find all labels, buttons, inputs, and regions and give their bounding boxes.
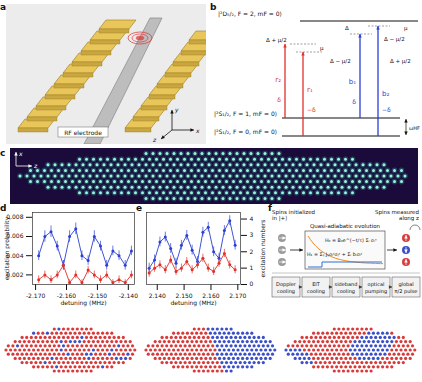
svg-text:b₁: b₁	[349, 78, 356, 86]
svg-text:excitation probability: excitation probability	[3, 216, 11, 280]
svg-text:Δ − μ/2: Δ − μ/2	[384, 36, 405, 43]
svg-text:−δ: −δ	[382, 106, 391, 113]
svg-text:2: 2	[250, 248, 254, 255]
svg-text:sideband: sideband	[335, 281, 358, 287]
svg-text:|²S₁/₂, F = 0, mF = 0⟩: |²S₁/₂, F = 0, mF = 0⟩	[214, 128, 277, 136]
svg-text:z: z	[152, 136, 157, 143]
svg-text:d: d	[0, 203, 6, 213]
svg-text:e: e	[136, 203, 142, 213]
svg-text:2.160: 2.160	[202, 291, 220, 299]
svg-text:4: 4	[250, 215, 254, 222]
svg-text:Δ + μ/2: Δ + μ/2	[390, 58, 411, 65]
svg-text:c: c	[0, 148, 5, 158]
svg-text:-2.160: -2.160	[56, 291, 77, 299]
svg-text:H₁ = Σᵢⱼ Jᵢⱼσᵢᶻσⱼᶻ + Σᵢ bᵢσᵢᶻ: H₁ = Σᵢⱼ Jᵢⱼσᵢᶻσⱼᶻ + Σᵢ bᵢσᵢᶻ	[307, 252, 363, 257]
svg-text:z: z	[33, 162, 38, 169]
svg-text:|²S₁/₂, F = 1, mF = 0⟩: |²S₁/₂, F = 1, mF = 0⟩	[214, 110, 277, 118]
svg-text:2.140: 2.140	[149, 292, 166, 299]
svg-text:x: x	[195, 127, 200, 134]
svg-text:2.170: 2.170	[229, 292, 246, 299]
svg-text:y: y	[174, 106, 179, 114]
svg-text:Δ: Δ	[345, 25, 349, 31]
svg-text:f: f	[268, 203, 272, 213]
svg-text:H₀ = B₀e^(−t/τ) Σᵢ σᵢˣ: H₀ = B₀e^(−t/τ) Σᵢ σᵢˣ	[325, 238, 377, 243]
svg-text:pumping: pumping	[365, 288, 387, 295]
svg-text:detuning (MHz): detuning (MHz)	[170, 299, 216, 307]
svg-text:−δ: −δ	[307, 106, 316, 113]
svg-text:0.004: 0.004	[6, 251, 24, 259]
svg-text:along z: along z	[399, 215, 419, 222]
svg-text:3: 3	[250, 231, 254, 238]
svg-text:cooling: cooling	[277, 288, 295, 295]
svg-text:b: b	[210, 2, 217, 12]
svg-text:RF electrode: RF electrode	[64, 129, 102, 136]
svg-text:r₂: r₂	[275, 76, 281, 84]
svg-text:b₂: b₂	[382, 90, 389, 98]
svg-text:δ: δ	[352, 98, 356, 105]
svg-text:π/2 pulse: π/2 pulse	[395, 288, 418, 295]
svg-text:r₁: r₁	[307, 86, 313, 94]
svg-text:ωHF: ωHF	[409, 125, 420, 131]
svg-text:Spins measured: Spins measured	[374, 209, 419, 215]
svg-text:optical: optical	[368, 281, 385, 288]
svg-text:δ: δ	[277, 96, 281, 103]
svg-text:μ: μ	[320, 45, 324, 52]
svg-text:-2.140: -2.140	[119, 292, 139, 299]
svg-text:excitation numbers: excitation numbers	[259, 220, 266, 278]
svg-text:0.002: 0.002	[6, 270, 24, 278]
svg-text:2.150: 2.150	[175, 291, 193, 299]
svg-text:global: global	[398, 281, 413, 288]
svg-text:x: x	[18, 150, 23, 157]
svg-text:1: 1	[250, 264, 254, 271]
svg-text:μ: μ	[404, 25, 408, 32]
svg-text:Doppler: Doppler	[276, 281, 297, 288]
svg-text:Δ + μ/2: Δ + μ/2	[266, 37, 287, 44]
svg-text:in |+⟩: in |+⟩	[272, 215, 287, 222]
svg-text:Quasi-adiabatic evolution: Quasi-adiabatic evolution	[310, 223, 381, 229]
svg-text:Spins initialized: Spins initialized	[272, 209, 315, 215]
svg-text:detuning (MHz): detuning (MHz)	[60, 299, 106, 307]
svg-text:a: a	[0, 2, 6, 12]
svg-text:cooling: cooling	[337, 288, 355, 295]
svg-text:0.006: 0.006	[6, 232, 24, 240]
svg-text:EIT: EIT	[312, 281, 321, 287]
svg-text:0.008: 0.008	[6, 213, 24, 221]
svg-text:|²D₅/₂, F = 2, mF = 0⟩: |²D₅/₂, F = 2, mF = 0⟩	[218, 10, 282, 18]
svg-text:0: 0	[250, 280, 254, 287]
svg-text:-2.150: -2.150	[87, 291, 108, 299]
svg-text:cooling: cooling	[307, 288, 325, 295]
svg-text:-2.170: -2.170	[26, 292, 46, 299]
svg-text:Δ − μ/2: Δ − μ/2	[330, 58, 351, 65]
